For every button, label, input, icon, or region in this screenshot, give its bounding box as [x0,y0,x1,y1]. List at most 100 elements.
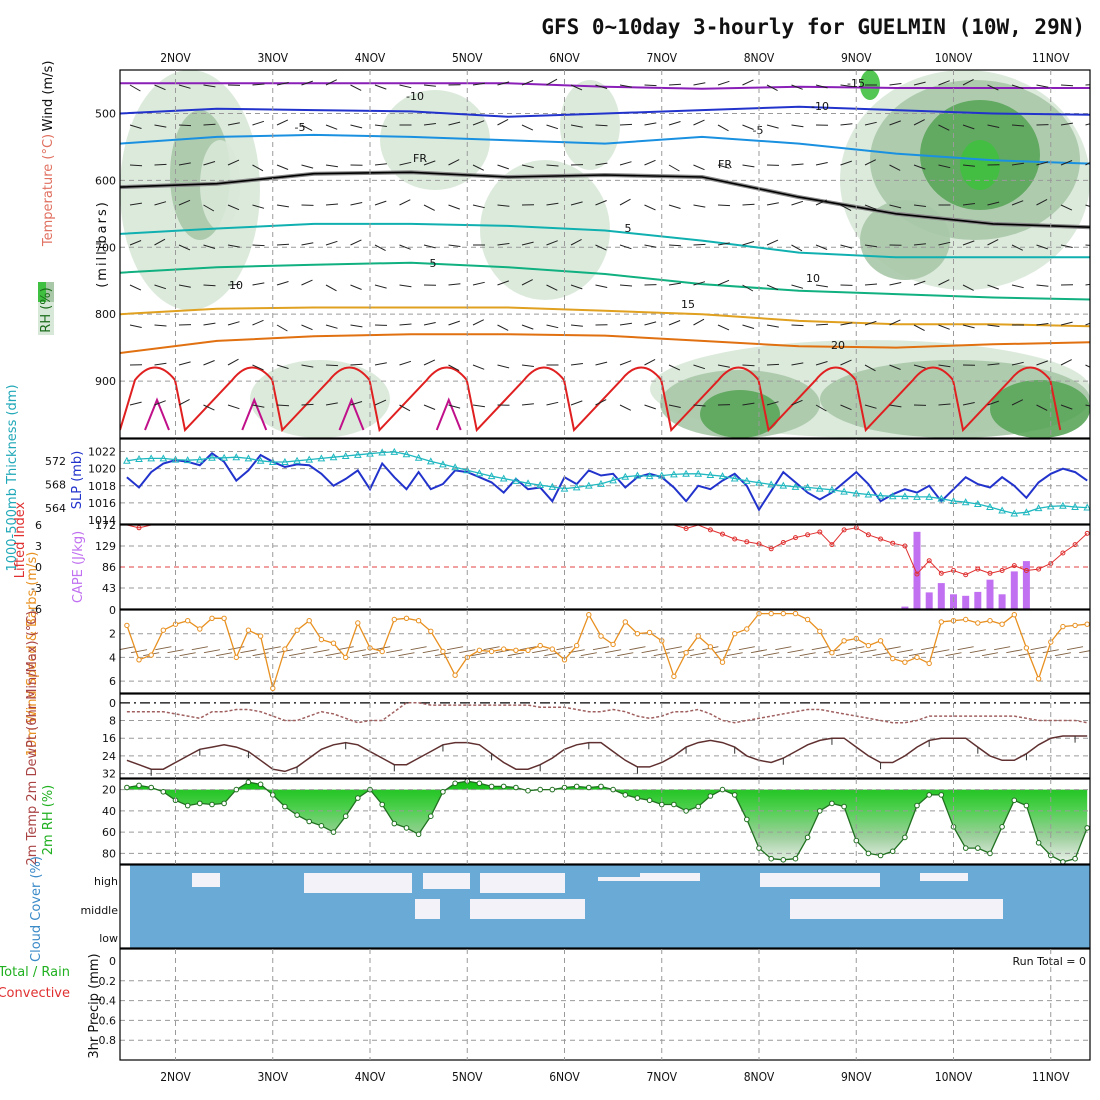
lifted-index-marker [1060,550,1066,556]
wind-barb [532,649,549,654]
thickness-marker [123,456,131,464]
wind-speed-marker [221,615,227,621]
wind-barb [301,279,313,286]
wind-barb [423,359,436,366]
wind-barb [252,319,264,326]
wind-speed-marker [245,627,252,633]
wind-barb [1036,161,1049,166]
rh-marker [294,812,300,818]
lifted-index-marker [683,526,689,531]
date-label-top: 3NOV [257,51,288,65]
cape-tick: 86 [102,561,116,574]
rh-marker [160,789,167,795]
wind-barb [889,83,902,86]
wind-barb [546,124,559,130]
contour-label: -5 [753,124,764,137]
wind-speed-marker [1060,623,1066,630]
wind-barb [815,244,828,250]
rh-marker [1060,859,1066,864]
thickness-marker [876,491,885,499]
wind-barb [987,324,1000,327]
wind-barb [252,83,265,86]
wind-barb [742,203,755,206]
wind-barb [154,400,166,406]
cloud-patch [760,873,880,887]
wind-barb [1060,122,1073,126]
cloud-level-label: middle [80,904,118,917]
wind-barb [276,204,289,208]
lifted-index-marker [1011,563,1017,569]
wind-speed-marker [695,633,701,639]
temp2m-frame [119,693,1091,779]
wind-barb [933,649,950,654]
wind-barb [203,284,216,287]
thickness-marker [208,453,216,461]
wind-barb [374,124,387,127]
thickness-marker [901,492,909,500]
ua-tick: 500 [95,107,116,120]
cloud-cover-label: Cloud Cover (%) [29,856,44,962]
thickness-marker [743,476,751,484]
wind-speed-marker [914,654,920,661]
wind-barb [962,402,975,406]
isotherm-20 [120,333,1090,354]
rh-marker [914,802,920,809]
wind-barb [962,284,974,291]
date-label-top: 5NOV [452,51,483,65]
wind-barb [154,84,166,91]
thickness-marker [973,499,982,508]
isotherm--15 [120,82,1090,90]
dewpoint-line [126,702,1088,724]
wind-barb [423,244,436,249]
precip-total-label: Total / Rain [0,965,70,980]
wind-barb [325,79,338,86]
lifted-index-marker [780,540,786,545]
wind-barb [423,322,436,326]
wind-barb [969,649,986,654]
thickness-marker [633,471,642,479]
wind-barb [717,324,730,331]
wind-barb [1036,323,1049,326]
wind-barb [791,399,803,406]
wind-barb [252,282,265,286]
wind-barb [399,84,412,89]
rh-marker [744,816,750,823]
wind-speed-marker [926,660,932,667]
wind-tick: 2 [109,628,116,641]
thickness-marker [670,470,678,478]
wind-speed-marker [1023,645,1030,651]
wind-barb [1085,322,1090,326]
wind-barb [374,244,386,252]
temp-tick: 32 [102,768,116,781]
date-label-top: 7NOV [646,51,677,65]
wind-speed-marker [525,647,531,653]
rh-marker [829,800,835,807]
wind-barb [987,124,1000,128]
wind-barb [325,324,338,329]
wind-barb [471,652,488,657]
wind-speed-marker [403,615,410,621]
wind-barb [129,164,143,167]
wind-speed-marker [488,648,495,655]
wind-barb [617,652,634,657]
wind-speed-marker [804,616,811,623]
wind-barb [472,281,485,286]
wind-barb [791,362,804,366]
wind-speed-marker [294,627,300,633]
wind-barb [595,284,608,288]
wind-speed-marker [780,610,786,617]
wind-barb [399,161,412,166]
thickness-marker [268,457,277,465]
wind-barb [203,360,215,366]
wind-barb [742,241,755,246]
wind-barb [908,652,926,657]
rh-marker [926,792,933,798]
wind-barb [325,402,338,406]
thickness-marker [1034,504,1043,512]
wind-speed-marker [902,659,908,665]
wind-barb [546,78,558,86]
thickness-marker [767,480,775,488]
wind-barb [668,204,681,209]
wind-barb [1085,204,1090,207]
wind-barb [668,121,681,126]
